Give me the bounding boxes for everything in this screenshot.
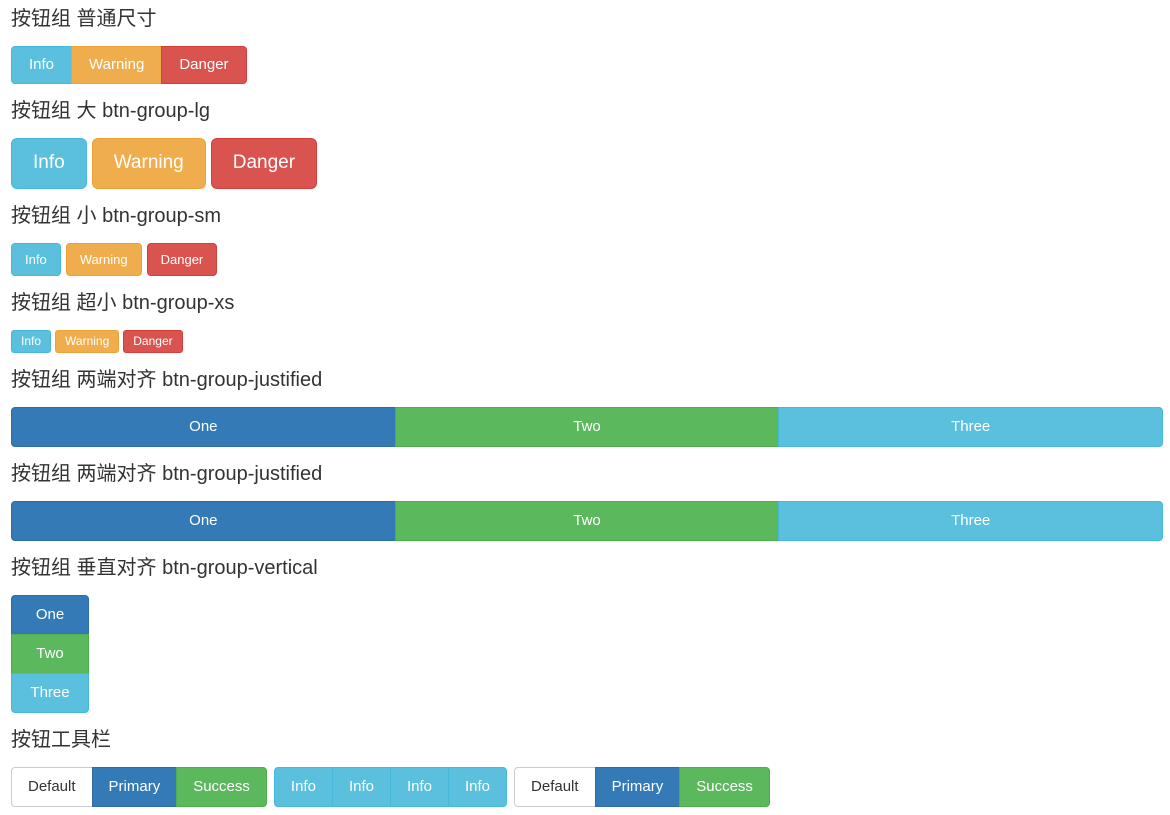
toolbar-group-2: Info Info Info Info	[273, 766, 508, 807]
info-button[interactable]: Info	[389, 766, 449, 807]
section-heading-justified-2: 按钮组 两端对齐 btn-group-justified	[11, 462, 323, 485]
section-heading-normal-size: 按钮组 普通尺寸	[11, 8, 157, 30]
section-heading-toolbar: 按钮工具栏	[11, 728, 111, 751]
btn-group-justified-2: One Two Three	[11, 500, 1164, 541]
button-toolbar: Default Primary Success Info Info Info I…	[11, 766, 1163, 807]
info-button[interactable]: Info	[273, 766, 333, 807]
toolbar-group-3: Default Primary Success	[514, 766, 770, 807]
toolbar-group-1: Default Primary Success	[11, 766, 267, 807]
info-button[interactable]: Info	[11, 242, 61, 277]
btn-group-normal: Info Warning Danger	[11, 46, 247, 84]
warning-button[interactable]: Warning	[91, 138, 206, 189]
danger-button[interactable]: Danger	[161, 46, 247, 84]
three-button[interactable]: Three	[11, 672, 89, 713]
button-groups-demo-page: 按钮组 普通尺寸 Info Warning Danger 按钮组 大 btn-g…	[11, 8, 1164, 807]
info-button[interactable]: Info	[11, 46, 73, 84]
warning-button[interactable]: Warning	[65, 242, 142, 277]
btn-group-large: Info Warning Danger	[11, 138, 1163, 189]
info-button[interactable]: Info	[11, 138, 87, 189]
one-button[interactable]: One	[11, 500, 396, 541]
danger-button[interactable]: Danger	[146, 242, 218, 277]
two-button[interactable]: Two	[394, 406, 780, 447]
success-button[interactable]: Success	[679, 766, 770, 807]
section-heading-vertical: 按钮组 垂直对齐 btn-group-vertical	[11, 556, 318, 579]
two-button[interactable]: Two	[394, 500, 780, 541]
default-button[interactable]: Default	[11, 766, 93, 807]
btn-group-vertical: One Two Three	[11, 594, 89, 713]
btn-group-small: Info Warning Danger	[11, 242, 1163, 277]
info-button[interactable]: Info	[331, 766, 391, 807]
btn-group-justified-1: One Two Three	[11, 406, 1164, 447]
warning-button[interactable]: Warning	[55, 330, 120, 353]
danger-button[interactable]: Danger	[123, 330, 183, 353]
section-heading-xsmall: 按钮组 超小 btn-group-xs	[11, 292, 235, 315]
one-button[interactable]: One	[11, 406, 396, 447]
success-button[interactable]: Success	[176, 766, 267, 807]
three-button[interactable]: Three	[778, 500, 1164, 541]
section-heading-justified-1: 按钮组 两端对齐 btn-group-justified	[11, 368, 323, 391]
two-button[interactable]: Two	[11, 633, 89, 674]
default-button[interactable]: Default	[514, 766, 596, 807]
info-button[interactable]: Info	[11, 330, 52, 353]
section-heading-small: 按钮组 小 btn-group-sm	[11, 204, 222, 227]
btn-group-xsmall: Info Warning Danger	[11, 330, 1163, 353]
three-button[interactable]: Three	[778, 406, 1164, 447]
info-button[interactable]: Info	[448, 766, 508, 807]
primary-button[interactable]: Primary	[594, 766, 681, 807]
warning-button[interactable]: Warning	[71, 46, 163, 84]
one-button[interactable]: One	[11, 594, 89, 635]
danger-button[interactable]: Danger	[210, 138, 318, 189]
section-heading-large: 按钮组 大 btn-group-lg	[11, 100, 210, 122]
primary-button[interactable]: Primary	[91, 766, 178, 807]
